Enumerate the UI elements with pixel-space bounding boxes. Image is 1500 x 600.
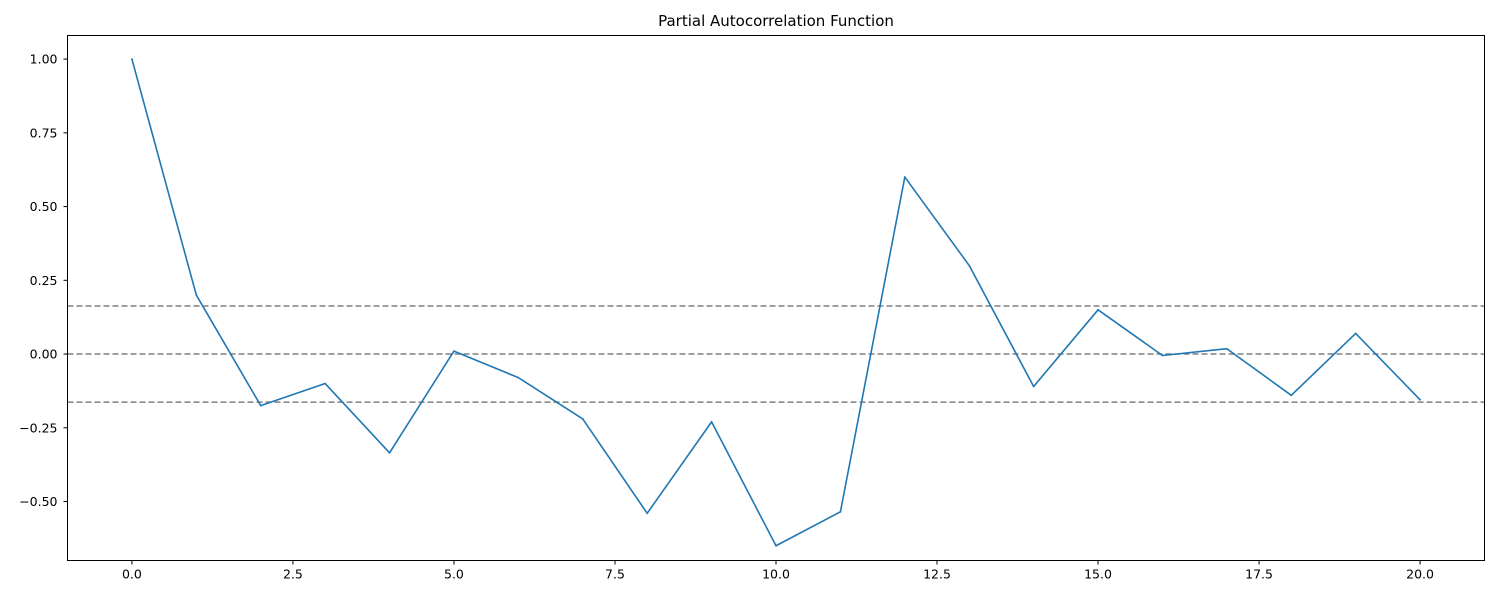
x-tick-label: 17.5 (1245, 567, 1273, 582)
x-tick-label: 0.0 (122, 567, 142, 582)
data-point (1161, 354, 1164, 357)
data-point (1354, 332, 1357, 335)
series-line-0 (131, 58, 1421, 547)
data-point (1097, 308, 1099, 311)
x-tick-label: 7.5 (605, 567, 625, 582)
x-tick-label: 10.0 (762, 567, 790, 582)
y-tick-label: 0.00 (30, 347, 58, 362)
data-point (839, 510, 842, 513)
y-tick-label: −0.25 (19, 420, 57, 435)
y-tick-label: 0.25 (30, 273, 58, 288)
data-point (1419, 398, 1421, 401)
data-point (646, 512, 649, 515)
data-point (259, 404, 262, 407)
data-point (968, 264, 971, 267)
data-point (131, 58, 133, 60)
x-axis: 0.0 2.5 5.0 7.5 10.0 12.5 15.0 17.5 20.0 (122, 560, 1434, 582)
data-point (710, 420, 713, 423)
data-point (453, 350, 455, 352)
y-tick-label: −0.50 (19, 494, 57, 509)
x-tick-label: 20.0 (1406, 567, 1434, 582)
y-axis: 1.00 0.75 0.50 0.25 0.00 −0.25 −0.50 (19, 52, 68, 509)
data-point (903, 176, 906, 178)
y-tick-label: 0.75 (30, 125, 58, 140)
data-point (324, 382, 327, 385)
reference-lines (67, 305, 1485, 403)
data-point (1290, 394, 1293, 397)
plot-area-frame (67, 35, 1485, 561)
chart-title: Partial Autocorrelation Function (658, 12, 894, 30)
y-tick-label: 0.50 (30, 199, 58, 214)
data-point (517, 376, 520, 379)
data-point (1032, 385, 1035, 388)
x-tick-label: 5.0 (444, 567, 464, 582)
data-point (775, 544, 777, 547)
data-point (388, 451, 391, 454)
x-tick-label: 2.5 (283, 567, 303, 582)
y-tick-label: 1.00 (30, 52, 58, 67)
data-point (581, 418, 584, 420)
x-tick-label: 12.5 (923, 567, 951, 582)
data-point (195, 294, 198, 296)
x-tick-label: 15.0 (1084, 567, 1112, 582)
data-point (1225, 347, 1228, 350)
series-layer (131, 58, 1421, 547)
